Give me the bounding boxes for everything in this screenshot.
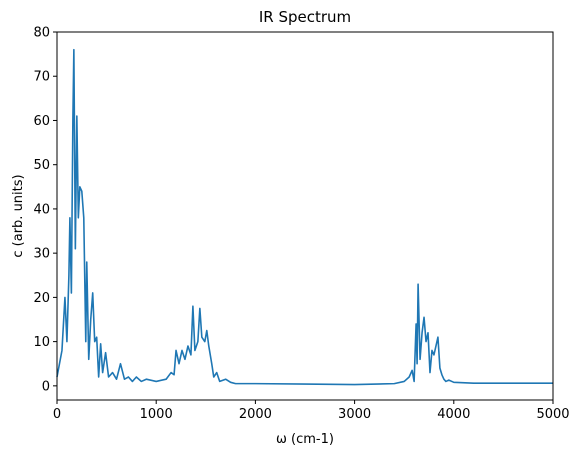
y-axis-label: c (arb. units) [11,174,26,257]
x-tick-label: 3000 [338,407,371,422]
x-axis-label: ω (cm-1) [276,432,334,447]
y-tick-label: 10 [33,335,50,350]
x-tick-label: 2000 [239,407,272,422]
x-tick-label: 0 [53,407,61,422]
y-tick-label: 70 [33,70,50,85]
y-tick-label: 50 [33,158,50,173]
y-tick-label: 80 [33,26,50,41]
x-tick-label: 5000 [536,407,569,422]
x-tick-label: 4000 [437,407,470,422]
y-tick-label: 20 [33,291,50,306]
chart-title: IR Spectrum [259,8,351,26]
y-tick-label: 30 [33,247,50,262]
y-tick-label: 0 [42,379,50,394]
y-tick-label: 40 [33,202,50,217]
plot-frame [56,31,554,401]
x-tick-label: 1000 [140,407,173,422]
data-line [56,48,553,386]
y-tick-label: 60 [33,114,50,129]
